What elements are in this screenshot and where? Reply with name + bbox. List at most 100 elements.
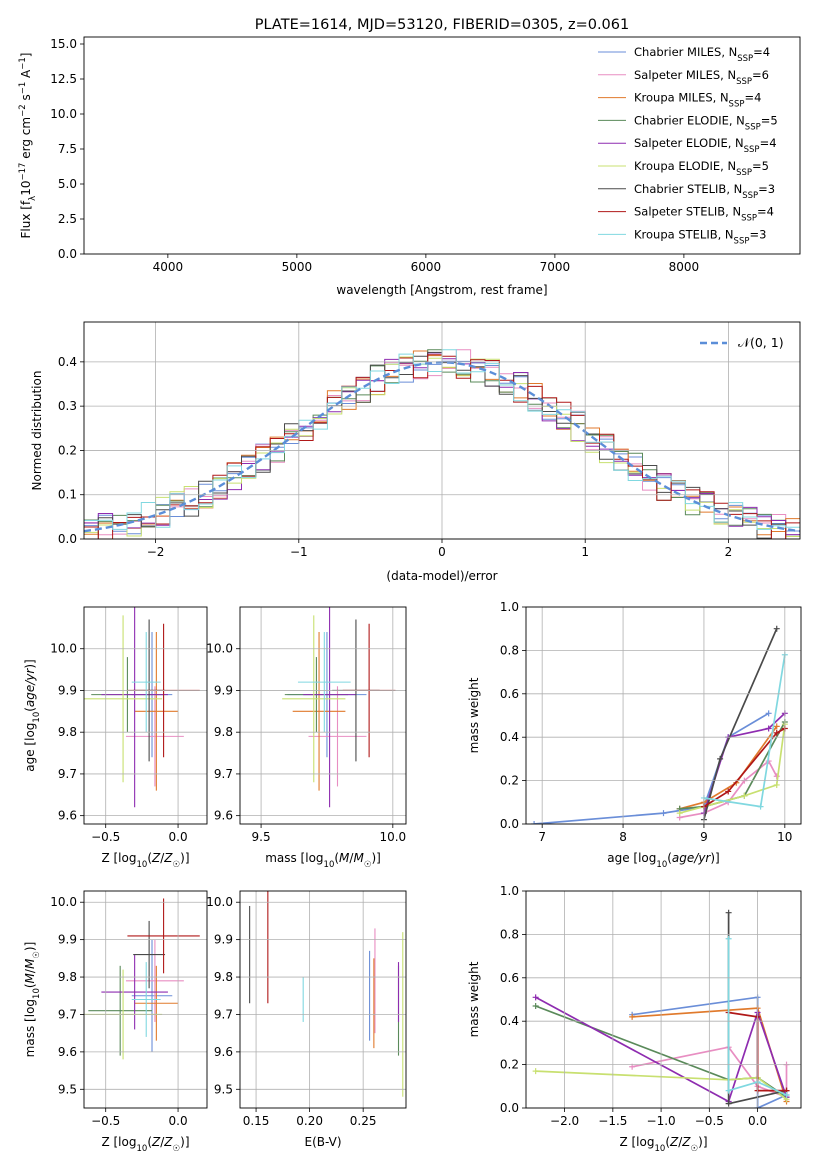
- age-weight-panel-plot-area: [531, 625, 788, 824]
- age-weight-panel-ytick-label: 0.4: [500, 730, 519, 744]
- z-weight-panel-xtick-label: −2.0: [550, 1114, 579, 1128]
- age-weight-panel-marker-MILES_kroupa: [773, 723, 780, 730]
- z-weight-panel-marker-STELIB_kroupa: [783, 1091, 790, 1098]
- spectrum-ytick-label: 10.0: [50, 107, 77, 121]
- z-mass-panel-xlabel: Z [log10(Z/Z☉)]: [101, 1135, 189, 1154]
- z-weight-panel-marker-STELIB_kroupa: [725, 1087, 732, 1094]
- z-mass-panel-xtick-label: 0.0: [169, 1114, 188, 1128]
- mass-age-panel-xtick-label: 9.5: [252, 830, 271, 844]
- age-weight-panel-marker-STELIB_salpeter: [725, 788, 732, 795]
- age-weight-panel-border: [525, 606, 802, 825]
- z-mass-panel-plot-area: [84, 898, 200, 1060]
- legend-label-STELIB_chabrier: Chabrier STELIB, NSSP=3: [634, 182, 775, 201]
- mass-age-panel-plot-area: [282, 607, 396, 808]
- z-weight-panel-ytick-label: 0.2: [500, 1058, 519, 1072]
- spectrum-ytick-label: 2.5: [58, 212, 77, 226]
- age-weight-panel-xtick-label: 9: [700, 830, 708, 844]
- z-mass-panel: −0.5 0.0 9.5 9.6 9.7 9.8 9.9 10.0 Z [log10(Z/Z☉)…: [23, 890, 208, 1154]
- age-weight-panel-marker-ELODIE_kroupa: [773, 781, 780, 788]
- age-weight-panel-marker-STELIB_chabrier: [717, 755, 724, 762]
- spectrum-background: [84, 37, 800, 254]
- z-weight-panel: −2.0 −1.5 −1.0 −0.5 0.0 0.0 0.2 0.4 0.6 0.8 1.0 Z […: [467, 884, 802, 1154]
- z-weight-panel-marker-STELIB_kroupa: [725, 935, 732, 942]
- normal-legend-label: 𝒩(0, 1): [738, 335, 784, 350]
- spectrum-ytick-label: 12.5: [50, 72, 77, 86]
- histogram-xtick-label: −2: [147, 545, 165, 559]
- spectrum-ylabel: Flux [fλ10−17 erg cm−2 s−1 A−1]: [18, 53, 38, 239]
- ebv-mass-panel-ytick-label: 9.6: [214, 1045, 233, 1059]
- age-weight-panel-series-STELIB_chabrier: [703, 628, 778, 820]
- age-weight-panel-ytick-label: 0.8: [500, 643, 519, 657]
- z-weight-panel-ytick-label: 0.6: [500, 971, 519, 985]
- age-weight-panel-ytick-label: 0.2: [500, 774, 519, 788]
- ebv-mass-panel-ytick-label: 9.8: [214, 970, 233, 984]
- z-weight-panel-ytick-label: 0.4: [500, 1014, 519, 1028]
- age-weight-panel-marker-MILES_chabrier: [531, 821, 538, 824]
- age-weight-panel-marker-MILES_chabrier: [765, 710, 772, 717]
- age-weight-panel-marker-ELODIE_salpeter: [765, 725, 772, 732]
- z-mass-panel-xtick-label: −0.5: [91, 1114, 120, 1128]
- spectrum-xtick-label: 6000: [411, 260, 442, 274]
- histogram-ytick-label: 0.4: [58, 355, 77, 369]
- ebv-mass-panel: 0.15 0.20 0.25 9.5 9.6 9.7 9.8 9.9 10.0 E(B-V): [206, 890, 407, 1149]
- spectrum-ytick-label: 5.0: [58, 177, 77, 191]
- histogram-xlabel: (data-model)/error: [386, 569, 497, 583]
- z-age-panel-xlabel: Z [log10(Z/Z☉)]: [101, 851, 189, 870]
- age-weight-panel-series-MILES_salpeter: [679, 759, 778, 819]
- age-weight-panel-series-STELIB_kroupa: [703, 654, 786, 808]
- z-mass-panel-border: [83, 890, 208, 1109]
- legend-label-ELODIE_chabrier: Chabrier ELODIE, NSSP=5: [634, 113, 778, 132]
- z-mass-panel-ytick-label: 9.6: [58, 1045, 77, 1059]
- legend-label-STELIB_kroupa: Kroupa STELIB, NSSP=3: [634, 227, 766, 246]
- z-weight-panel-marker-STELIB_chabrier: [725, 1100, 732, 1107]
- z-weight-panel-xtick-label: −1.0: [647, 1114, 676, 1128]
- histogram-xtick-label: 0: [438, 545, 446, 559]
- age-weight-panel-xlabel: age [log10(age/yr)]: [607, 851, 719, 870]
- ebv-mass-panel-border: [239, 890, 407, 1109]
- z-mass-panel-ytick-label: 9.7: [58, 1007, 77, 1021]
- spectrum-ytick-label: 0.0: [58, 247, 77, 261]
- age-weight-panel-ylabel: mass weight: [467, 677, 481, 753]
- histogram-border: [83, 321, 801, 540]
- age-weight-panel-series-MILES_kroupa: [679, 725, 778, 810]
- z-mass-panel-ytick-label: 9.5: [58, 1082, 77, 1096]
- z-age-panel-ylabel: age [log10(age/yr)]: [23, 659, 42, 771]
- z-weight-panel-ylabel: mass weight: [467, 961, 481, 1037]
- spectrum-xtick-label: 5000: [282, 260, 313, 274]
- spectrum-panel: 4000 5000 6000 7000 8000 0.0 2.5 5.0 7.5 10.0 12.5…: [18, 17, 801, 297]
- age-weight-panel-ytick-label: 1.0: [500, 600, 519, 614]
- histogram-ylabel: Normed distribution: [30, 371, 44, 491]
- z-age-panel-xtick-label: −0.5: [91, 830, 120, 844]
- spectrum-xtick-label: 7000: [540, 260, 571, 274]
- legend-label-MILES_chabrier: Chabrier MILES, NSSP=4: [634, 45, 770, 64]
- age-weight-panel-xtick-label: 10: [777, 830, 792, 844]
- z-mass-panel-ytick-label: 9.9: [58, 933, 77, 947]
- z-mass-panel-ytick-label: 9.8: [58, 970, 77, 984]
- ebv-mass-panel-ytick-label: 9.5: [214, 1082, 233, 1096]
- z-mass-panel-ytick-label: 10.0: [50, 895, 77, 909]
- figure-panels: 4000 5000 6000 7000 80000.02.55.07.510.012.5…: [18, 17, 802, 1154]
- z-weight-panel-xtick-label: 0.0: [748, 1114, 767, 1128]
- z-weight-panel-border: [525, 890, 802, 1109]
- z-weight-panel-series-STELIB_kroupa: [727, 938, 787, 1096]
- spectrum-legend: Chabrier MILES, NSSP=4 Salpeter MILES, NS…: [598, 45, 778, 246]
- age-weight-panel-xtick-label: 7: [538, 830, 546, 844]
- age-weight-panel-marker-STELIB_salpeter: [773, 729, 780, 736]
- z-age-panel-ytick-label: 9.9: [58, 683, 77, 697]
- mass-age-panel-ytick-label: 9.7: [214, 767, 233, 781]
- histogram-ytick-label: 0.3: [58, 399, 77, 413]
- histogram-ytick-label: 0.0: [58, 532, 77, 546]
- mass-age-panel-ytick-label: 9.8: [214, 725, 233, 739]
- mass-age-panel-xlabel: mass [log10(M/M☉)]: [265, 851, 381, 870]
- histogram-xtick-label: 2: [725, 545, 733, 559]
- mass-age-panel-ytick-label: 10.0: [206, 642, 233, 656]
- age-weight-panel-marker-MILES_chabrier: [660, 810, 667, 817]
- ebv-mass-panel-xtick-label: 0.20: [296, 1114, 323, 1128]
- mass-age-panel: 9.5 10.0 9.6 9.7 9.8 9.9 10.0 mass [log10(M/M☉)…: [206, 606, 407, 870]
- z-weight-panel-marker-ELODIE_chabrier: [532, 1003, 539, 1010]
- spectrum-xlabel: wavelength [Angstrom, rest frame]: [336, 283, 547, 297]
- chart-title: PLATE=1614, MJD=53120, FIBERID=0305, z=0…: [255, 17, 629, 33]
- age-weight-panel-marker-STELIB_kroupa: [757, 803, 764, 810]
- ebv-mass-panel-ytick-label: 9.9: [214, 933, 233, 947]
- ebv-mass-panel-ytick-label: 10.0: [206, 895, 233, 909]
